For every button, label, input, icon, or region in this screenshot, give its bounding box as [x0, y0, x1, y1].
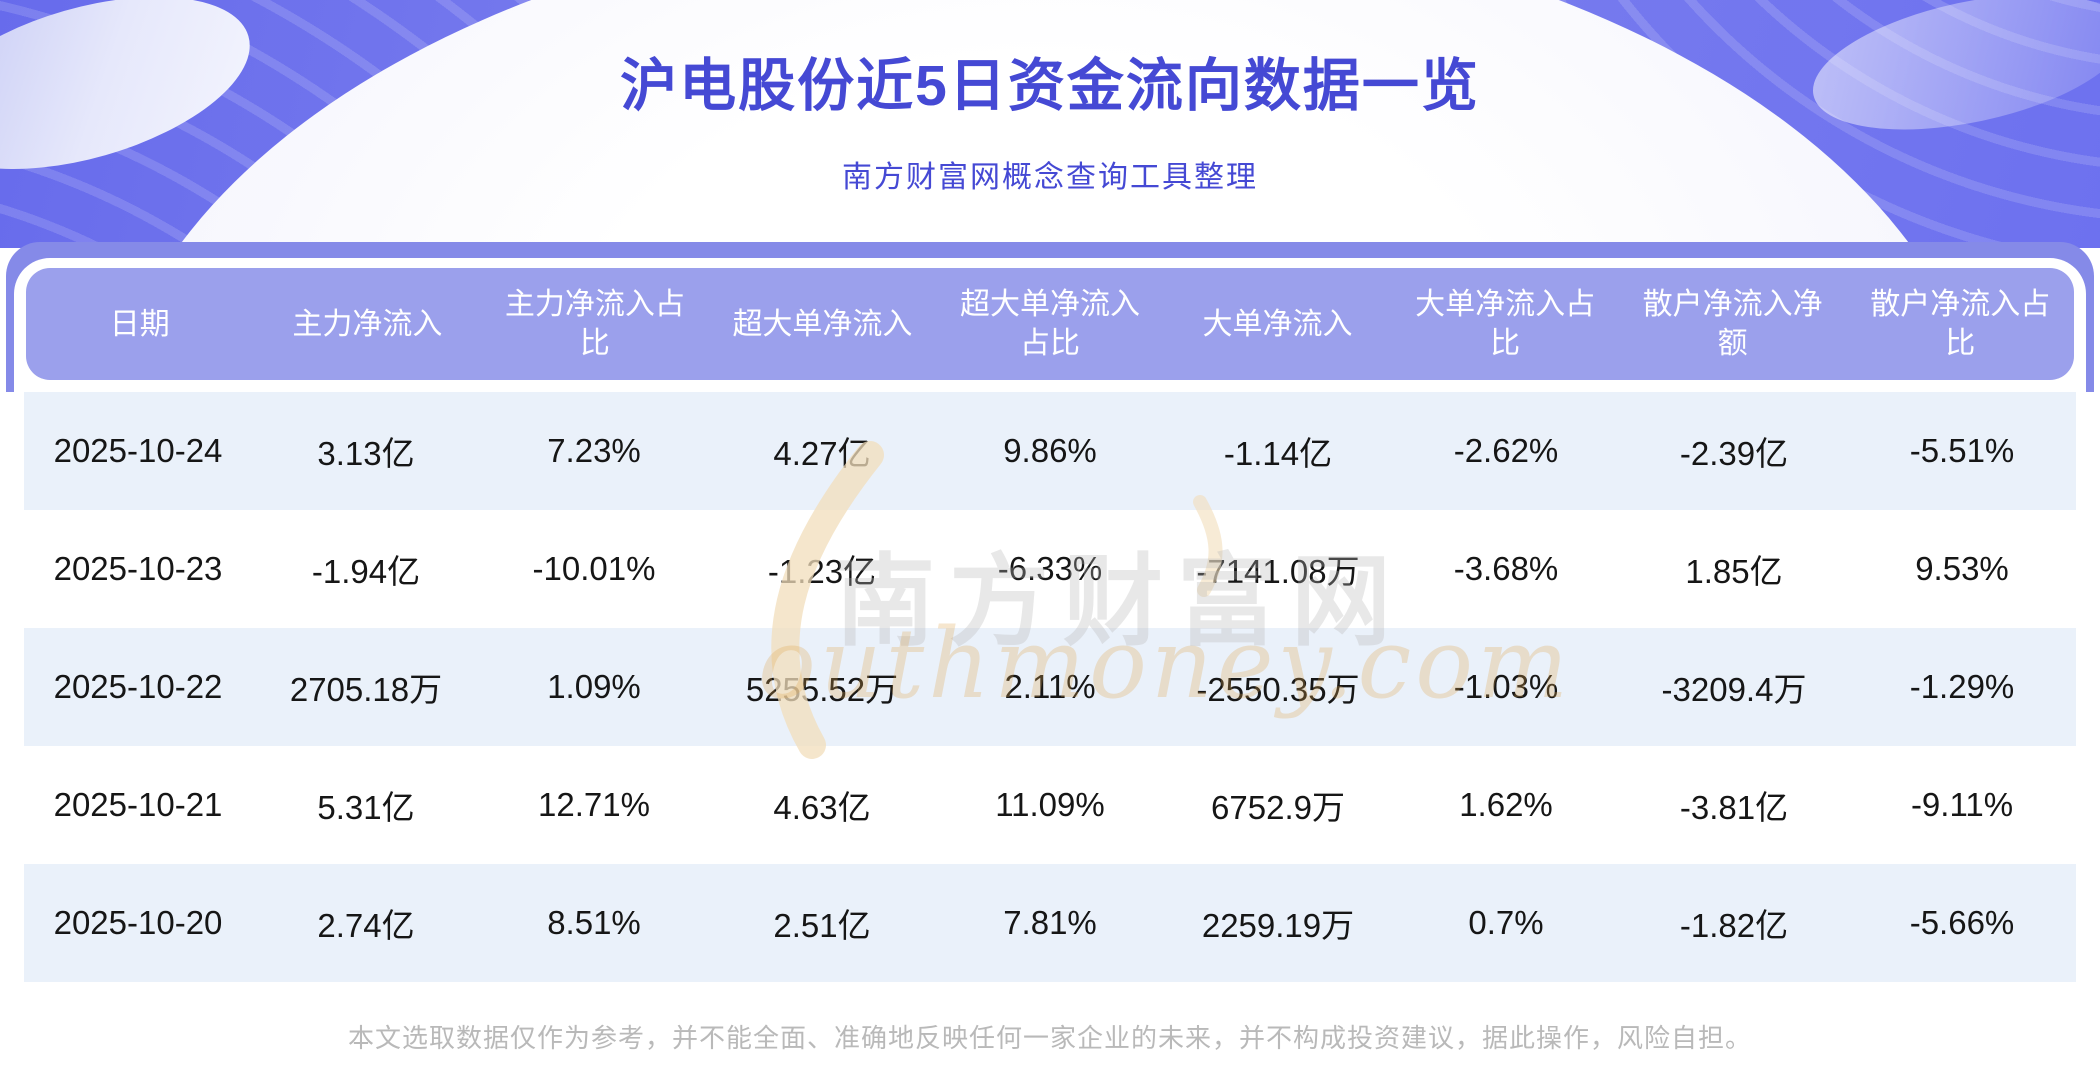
date-cell: 2025-10-21 [53, 786, 223, 823]
value-cell: 2.74亿 [317, 907, 415, 944]
value-cell: 9.86% [1003, 432, 1097, 469]
value-cell: 1.62% [1459, 786, 1553, 823]
column-header-1: 主力净流入 [292, 307, 443, 341]
value-cell: 12.71% [538, 786, 650, 823]
table-row: 2025-10-22 2705.18万 1.09% 5255.52万 2.11% -255… [24, 628, 2076, 746]
value-cell: 11.09% [995, 786, 1105, 823]
value-cell: -3209.4万 [1661, 671, 1807, 708]
table-card: 日期 主力净流入 主力净流入占比 超大单净流入 超大单净流入占比 大单净流入 大单净流入占比… [14, 258, 2086, 1088]
value-cell: -3.81亿 [1679, 789, 1789, 826]
value-cell: -6.33% [997, 550, 1103, 587]
column-header-2: 主力净流入占比 [504, 288, 685, 360]
value-cell: -5.51% [1909, 432, 2015, 469]
column-header-6: 大单净流入占比 [1415, 288, 1596, 360]
value-cell: -5.66% [1909, 904, 2015, 941]
column-header-5: 大单净流入 [1202, 307, 1353, 341]
value-cell: 7.23% [547, 432, 641, 469]
table-row: 2025-10-24 3.13亿 7.23% 4.27亿 9.86% -1.14亿 -2.6… [24, 392, 2076, 510]
value-cell: 2705.18万 [289, 671, 443, 708]
table-body: 2025-10-24 3.13亿 7.23% 4.27亿 9.86% -1.14亿 -2.6… [24, 392, 2076, 982]
value-cell: 0.7% [1468, 904, 1544, 941]
value-cell: -1.29% [1909, 668, 2015, 705]
page-subtitle: 南方财富网概念查询工具整理 [842, 161, 1258, 194]
value-cell: 1.85亿 [1685, 553, 1783, 590]
value-cell: -9.11% [1910, 786, 2014, 823]
value-cell: 1.09% [547, 668, 641, 705]
date-cell: 2025-10-23 [53, 550, 223, 587]
table-header-row: 日期 主力净流入 主力净流入占比 超大单净流入 超大单净流入占比 大单净流入 大单净流入占比… [26, 268, 2074, 380]
table-row: 2025-10-21 5.31亿 12.71% 4.63亿 11.09% 6752.9万 1… [24, 746, 2076, 864]
value-cell: -1.03% [1453, 668, 1559, 705]
value-cell: 7.81% [1003, 904, 1097, 941]
value-cell: -2.39亿 [1679, 435, 1789, 472]
date-cell: 2025-10-24 [53, 432, 223, 469]
column-header-3: 超大单净流入 [732, 307, 913, 341]
table-row: 2025-10-23 -1.94亿 -10.01% -1.23亿 -6.33% -7141… [24, 510, 2076, 628]
column-header-0: 日期 [109, 307, 170, 341]
value-cell: -10.01% [532, 550, 656, 587]
value-cell: 8.51% [547, 904, 641, 941]
value-cell: -1.94亿 [311, 553, 421, 590]
value-cell: 9.53% [1915, 550, 2009, 587]
value-cell: 5255.52万 [745, 671, 899, 708]
column-header-8: 散户净流入占比 [1870, 288, 2051, 360]
value-cell: -1.14亿 [1223, 435, 1333, 472]
value-cell: 6752.9万 [1211, 789, 1345, 826]
hero-background [0, 0, 2100, 248]
page-title: 沪电股份近5日资金流向数据一览 [620, 54, 1480, 118]
date-cell: 2025-10-22 [53, 668, 223, 705]
table-row: 2025-10-20 2.74亿 8.51% 2.51亿 7.81% 2259.19万 0.… [24, 864, 2076, 982]
value-cell: 4.27亿 [773, 435, 871, 472]
date-cell: 2025-10-20 [53, 904, 223, 941]
value-cell: 4.63亿 [773, 789, 871, 826]
value-cell: 5.31亿 [317, 789, 415, 826]
value-cell: 3.13亿 [317, 435, 415, 472]
column-header-7: 散户净流入净额 [1642, 288, 1823, 360]
value-cell: -2550.35万 [1196, 671, 1360, 708]
value-cell: -1.82亿 [1679, 907, 1789, 944]
value-cell: -7141.08万 [1196, 553, 1360, 590]
value-cell: 2.51亿 [773, 907, 871, 944]
value-cell: 2259.19万 [1201, 907, 1355, 944]
value-cell: -1.23亿 [767, 553, 877, 590]
value-cell: 2.11% [1004, 668, 1096, 705]
value-cell: -3.68% [1453, 550, 1559, 587]
column-header-4: 超大单净流入占比 [959, 288, 1140, 360]
footer-disclaimer: 本文选取数据仅作为参考，并不能全面、准确地反映任何一家企业的未来，并不构成投资建… [347, 1023, 1752, 1053]
value-cell: -2.62% [1453, 432, 1559, 469]
